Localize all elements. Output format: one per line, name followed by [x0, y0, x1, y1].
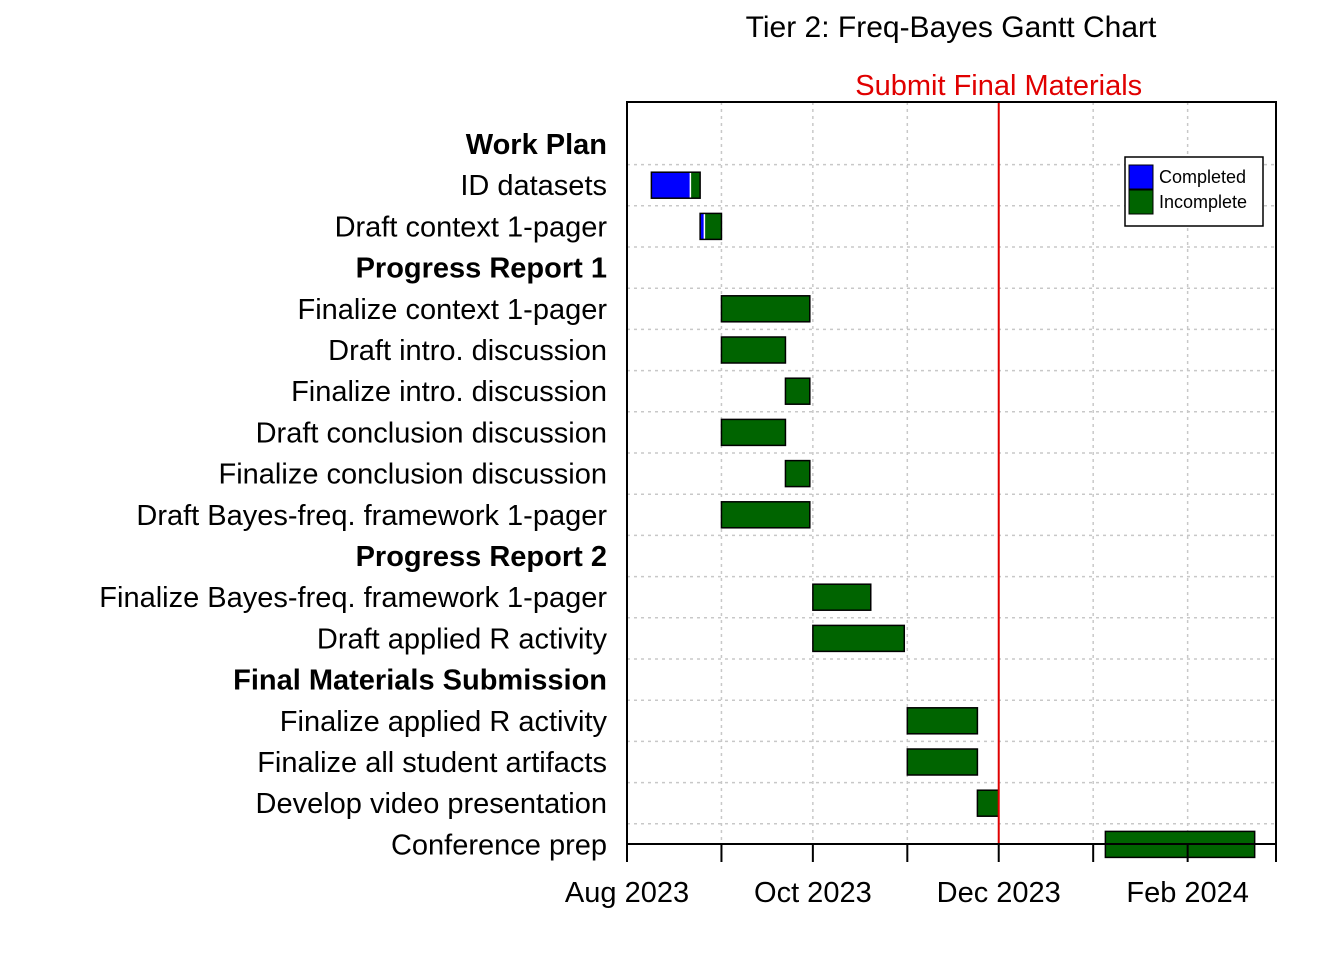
task-label: Finalize intro. discussion	[291, 376, 607, 408]
bar-outline	[720, 501, 811, 529]
task-label: Conference prep	[391, 829, 607, 861]
bar-incomplete	[721, 419, 786, 446]
bar-incomplete	[812, 584, 871, 611]
bar-completed	[700, 213, 705, 240]
bar-outline	[906, 748, 979, 776]
bar-incomplete	[785, 460, 810, 487]
bar-outline	[720, 336, 787, 364]
bar-incomplete	[690, 172, 701, 199]
task-label: Develop video presentation	[256, 788, 607, 820]
section-heading-label: Work Plan	[466, 129, 607, 161]
bar-outline	[699, 212, 723, 241]
task-label: Draft context 1-pager	[335, 211, 608, 243]
bar-incomplete	[977, 790, 999, 817]
bar-incomplete	[907, 749, 978, 775]
bar-outline	[650, 171, 701, 199]
x-tick-label: Dec 2023	[937, 877, 1061, 909]
legend-label: Incomplete	[1159, 192, 1247, 212]
task-label: Draft applied R activity	[317, 623, 608, 655]
bar-outline	[812, 583, 872, 611]
task-label: Finalize applied R activity	[280, 706, 608, 738]
bar-incomplete	[721, 337, 786, 363]
task-label: Finalize context 1-pager	[298, 294, 608, 326]
milestone-layer: Submit Final Materials	[855, 70, 1142, 844]
task-label: Draft conclusion discussion	[256, 417, 607, 449]
legend-swatch-completed	[1128, 164, 1154, 190]
bar-incomplete	[721, 295, 810, 322]
task-labels-layer: Work Plan ID datasets Draft context 1-page…	[99, 129, 607, 861]
bar-incomplete	[812, 625, 905, 652]
bar-completed	[651, 172, 691, 199]
plot-frame	[626, 101, 1277, 845]
section-heading-label: Progress Report 2	[356, 541, 607, 573]
milestone-label: Submit Final Materials	[855, 70, 1142, 102]
bar-outline	[720, 295, 811, 323]
task-label: ID datasets	[460, 170, 607, 202]
bar-incomplete	[907, 707, 978, 734]
task-label: Finalize conclusion discussion	[219, 459, 607, 491]
bar-incomplete	[704, 213, 722, 240]
bar-outline	[784, 377, 811, 405]
axis-layer: Aug 2023 Oct 2023 Dec 2023 Feb 2024	[565, 101, 1277, 909]
bar-outline	[720, 418, 787, 447]
section-heading-label: Final Materials Submission	[233, 665, 607, 697]
x-tick-label: Feb 2024	[1126, 877, 1249, 909]
legend-label: Completed	[1159, 167, 1246, 187]
legend-swatch-incomplete	[1128, 189, 1154, 215]
bar-outline	[784, 459, 811, 488]
task-label: Finalize all student artifacts	[257, 747, 607, 779]
task-label: Finalize Bayes-freq. framework 1-pager	[99, 582, 607, 614]
task-label: Draft intro. discussion	[328, 335, 607, 367]
section-heading-label: Progress Report 1	[356, 253, 607, 285]
x-tick-label: Oct 2023	[754, 877, 872, 909]
bars-layer	[650, 171, 1256, 859]
x-tick-label: Aug 2023	[565, 877, 689, 909]
bar-outline	[812, 624, 906, 653]
task-label: Draft Bayes-freq. framework 1-pager	[136, 500, 607, 532]
legend: Completed Incomplete	[1124, 156, 1264, 227]
bar-outline	[906, 707, 979, 735]
bar-incomplete	[721, 501, 810, 528]
chart-title: Tier 2: Freq-Bayes Gantt Chart	[746, 11, 1157, 44]
bar-incomplete	[785, 378, 810, 405]
